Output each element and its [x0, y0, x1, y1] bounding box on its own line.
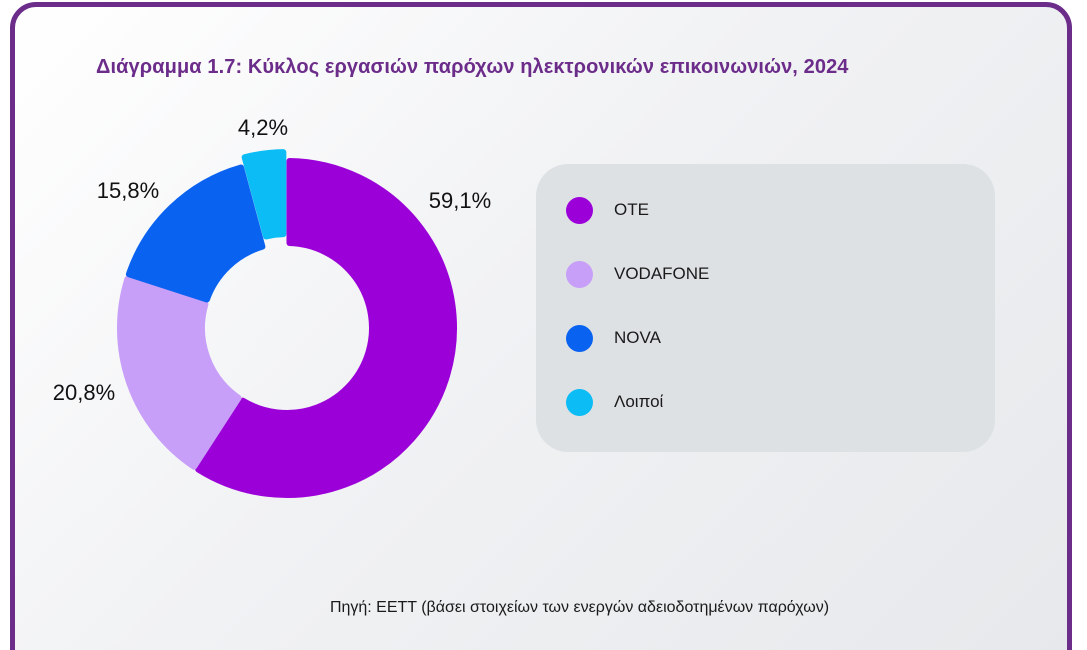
slice-label-others: 4,2%	[238, 115, 288, 140]
legend-label-nova: NOVA	[614, 328, 661, 347]
legend-dot-vodafone	[566, 260, 593, 288]
legend-dot-others	[566, 388, 593, 416]
donut-slice-ote	[195, 158, 457, 498]
chart-source: Πηγή: ΕΕΤΤ (βάσει στοιχείων των ενεργών …	[0, 599, 1087, 617]
legend-item-nova: NOVA	[566, 324, 661, 352]
donut-slice-nova	[125, 164, 266, 303]
legend-dot-nova	[566, 324, 593, 352]
legend: OTE VODAFONE NOVA Λοιποί	[536, 164, 995, 452]
legend-item-ote: OTE	[566, 196, 649, 224]
slice-label-ote: 59,1%	[429, 188, 491, 213]
source-text: Πηγή: ΕΕΤΤ (βάσει στοιχείων των ενεργών …	[329, 599, 830, 616]
legend-label-others: Λοιποί	[614, 392, 664, 411]
legend-item-vodafone: VODAFONE	[566, 260, 709, 288]
legend-dot-ote	[566, 196, 593, 224]
legend-label-vodafone: VODAFONE	[614, 264, 710, 283]
chart-title: Διάγραμμα 1.7: Κύκλος εργασιών παρόχων η…	[96, 56, 849, 78]
legend-item-others: Λοιποί	[566, 388, 663, 416]
donut-slice-vodafone	[117, 275, 242, 470]
slice-label-nova: 15,8%	[97, 178, 159, 203]
donut-slice-others	[241, 149, 287, 240]
legend-label-ote: OTE	[614, 200, 649, 219]
slice-label-vodafone: 20,8%	[53, 380, 115, 405]
